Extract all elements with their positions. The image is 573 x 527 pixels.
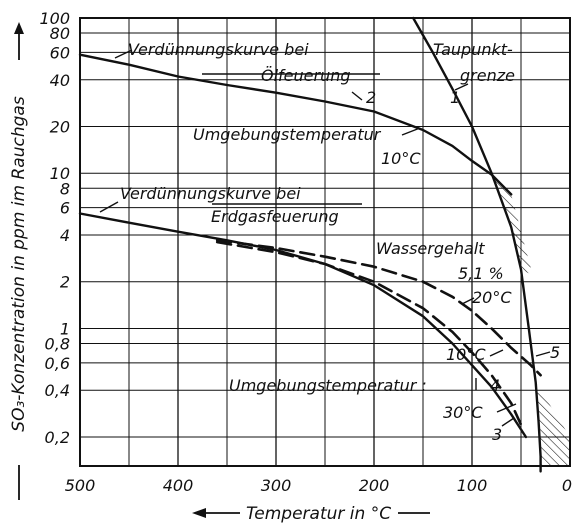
annotation-verd-erd-1: Verdünnungskurve bei [120,184,301,203]
series-label-4: 4 [490,376,500,395]
axis-titles: Temperatur in °C SO₃-Konzentration in pp… [9,22,430,524]
y-tick-label: 0,4 [45,381,70,400]
annotation-temp-20: 20°C [472,288,512,307]
annotation-wassergehalt-1: Wassergehalt [376,239,485,258]
leader-line-5 [535,351,551,357]
annotation-verd-oel-2: Ölfeuerung [261,66,351,85]
series-label-2: 2 [366,88,376,107]
y-tick-label: 1 [60,319,70,338]
series-line-4 [215,240,523,427]
y-tick-label: 60 [50,43,70,62]
annotation-taupunkt-2: grenze [460,66,515,85]
y-tick-label: 10 [50,164,70,183]
leader-line-1 [454,83,469,91]
y-tick-label: 0,2 [45,428,70,447]
leader-line-20 [461,297,475,305]
annotation-verd-erd-2: Erdgasfeuerung [211,207,339,226]
x-tick-label: 500 [65,476,96,495]
leader-line-umgebung-1 [401,127,421,136]
series-label-5: 5 [550,343,560,362]
annotation-umgebung-1-value: 10°C [381,149,421,168]
series-label-1: 1 [450,88,460,107]
y-tick-label: 8 [60,179,70,198]
series-line-5 [215,239,542,377]
y-tick-label: 40 [50,71,70,90]
annotation-verd-oel-1: Verdünnungskurve bei [128,40,309,59]
y-tick-label: 4 [60,226,70,245]
annotation-temp-10: 10°C [446,345,486,364]
series-line-2 [78,53,513,196]
leader-line-2 [351,91,363,101]
grid [79,17,571,467]
x-tick-label: 400 [163,476,194,495]
y-axis-label: SO₃-Konzentration in ppm im Rauchgas [9,96,29,432]
x-axis-label: Temperatur in °C [246,504,391,524]
y-axis-arrow-head [14,22,24,34]
x-tick-label: 0 [562,476,572,495]
y-tick-label: 2 [60,273,70,292]
leader-line-10 [489,349,504,357]
y-tick-label: 20 [50,118,70,137]
annotation-wassergehalt-2: 5,1 % [458,264,504,283]
annotations: Verdünnungskurve bei Ölfeuerung 2 Taupun… [99,40,560,444]
y-tick-label: 6 [60,199,70,218]
annotation-umgebung-2: Umgebungstemperatur : [229,376,427,395]
y-tick-label: 100 [39,9,70,28]
series-label-3: 3 [492,425,502,444]
y-tick-label: 0,6 [45,354,70,373]
plot-frame [79,17,571,467]
y-tick-label: 80 [50,24,70,43]
annotation-temp-30: 30°C [443,403,483,422]
x-tick-label: 200 [359,476,390,495]
leader-line-30 [496,403,517,413]
annotation-taupunkt-1: Taupunkt- [433,40,513,59]
leader-line-verd-oel [114,49,133,59]
hatched-regions [491,174,570,466]
x-tick-label: 300 [261,476,292,495]
y-tick-label: 0,8 [45,335,70,354]
leader-line-verd-erd [99,201,119,213]
x-axis-arrow-head [192,508,206,518]
series-layer [78,16,542,473]
annotation-umgebung-1: Umgebungstemperatur [193,125,382,144]
hatched-region-lower [535,382,570,466]
leader-line-3 [501,417,515,427]
x-tick-label: 100 [457,476,488,495]
series-line-1 [412,16,542,473]
series-line-3 [78,212,528,439]
